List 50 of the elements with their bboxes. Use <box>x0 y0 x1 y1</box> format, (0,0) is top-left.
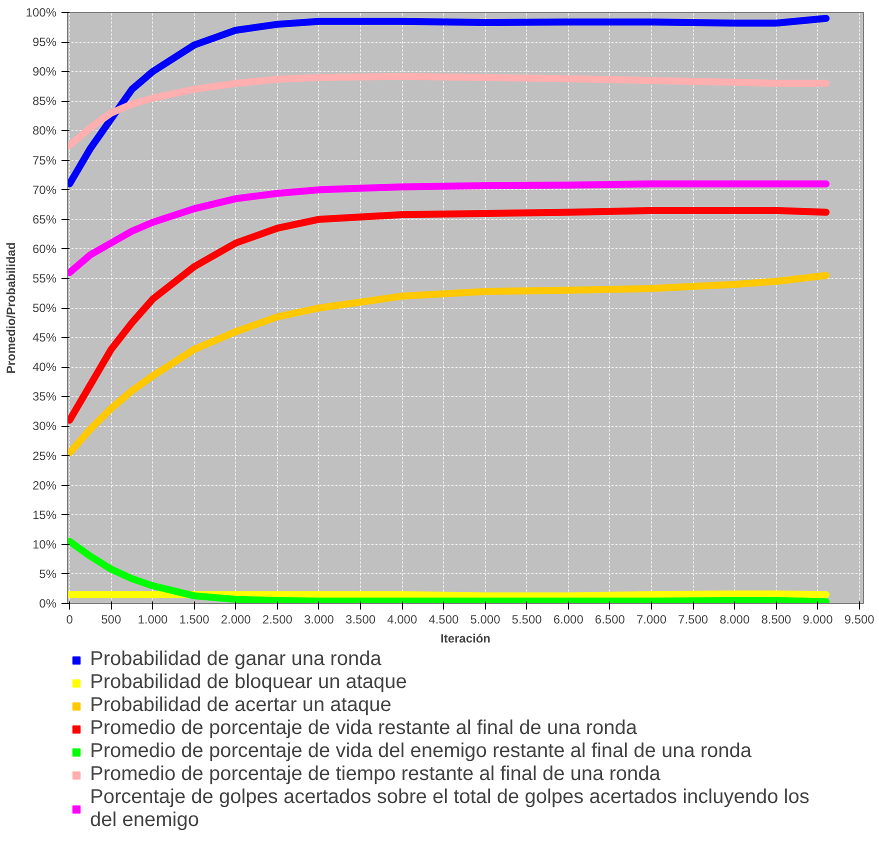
y-tick-label: 35% <box>32 390 57 404</box>
x-tick-label: 5.000 <box>470 612 501 626</box>
legend-label: Porcentaje de golpes acertados sobre el total de golpes acertados incluyendo los del enemigo <box>90 786 810 832</box>
x-tick-label: 7.500 <box>678 612 708 626</box>
y-tick-label: 60% <box>32 242 57 256</box>
y-tick-label: 50% <box>32 301 57 315</box>
x-tick-label: 6.000 <box>553 612 584 626</box>
x-tick-label: 8.000 <box>720 612 750 626</box>
x-tick-label: 8.500 <box>761 612 792 626</box>
y-tick-label: 70% <box>32 182 57 197</box>
legend-label: Probabilidad de ganar una ronda <box>90 648 382 671</box>
x-tick-label: 5.500 <box>512 612 542 626</box>
y-tick-label: 55% <box>32 271 57 286</box>
y-tick-label: 0% <box>39 596 57 610</box>
y-axis-title: Promedio/Probabilidad <box>4 242 18 374</box>
y-tick-label: 100% <box>26 6 57 20</box>
x-tick-label: 6.500 <box>594 612 626 626</box>
legend-label: Promedio de porcentaje de tiempo restante al final de una ronda <box>90 763 660 786</box>
x-tick-label: 0 <box>66 612 74 626</box>
x-tick-label: 9.500 <box>844 612 875 626</box>
y-tick-label: 25% <box>32 448 57 463</box>
x-axis-title: Iteración <box>440 632 491 646</box>
y-tick-label: 45% <box>32 330 57 345</box>
x-tick-label: 4.000 <box>387 612 418 626</box>
legend-label: Promedio de porcentaje de vida restante al final de una ronda <box>90 717 638 740</box>
x-tick-label: 9.000 <box>802 612 834 626</box>
y-tick-label: 5% <box>39 566 57 581</box>
x-tick-label: 3.500 <box>346 612 376 626</box>
y-tick-label: 85% <box>32 94 57 108</box>
y-tick-label: 15% <box>32 508 57 522</box>
y-tick-label: 90% <box>32 64 57 79</box>
y-tick-label: 40% <box>32 360 57 374</box>
legend-label: Probabilidad de bloquear un ataque <box>90 671 407 694</box>
x-tick-label: 4.500 <box>428 612 460 626</box>
x-tick-label: 7.000 <box>636 612 667 626</box>
legend-label: Probabilidad de acertar un ataque <box>90 694 392 717</box>
x-tick-label: 2.000 <box>220 612 252 626</box>
y-tick-label: 20% <box>32 478 57 492</box>
legend-label: Promedio de porcentaje de vida del enemigo restante al final de una ronda <box>90 740 752 763</box>
y-tick-label: 80% <box>32 124 57 138</box>
x-tick-label: 1.500 <box>179 612 210 626</box>
x-tick-label: 2.500 <box>262 612 293 626</box>
x-tick-label: 1.000 <box>138 612 168 626</box>
y-tick-label: 95% <box>32 35 57 50</box>
y-tick-label: 30% <box>32 419 57 434</box>
y-tick-label: 10% <box>32 537 57 552</box>
x-tick-label: 500 <box>101 612 122 626</box>
y-tick-label: 75% <box>32 153 57 168</box>
x-tick-label: 3.000 <box>304 612 334 626</box>
y-tick-label: 65% <box>32 212 57 226</box>
